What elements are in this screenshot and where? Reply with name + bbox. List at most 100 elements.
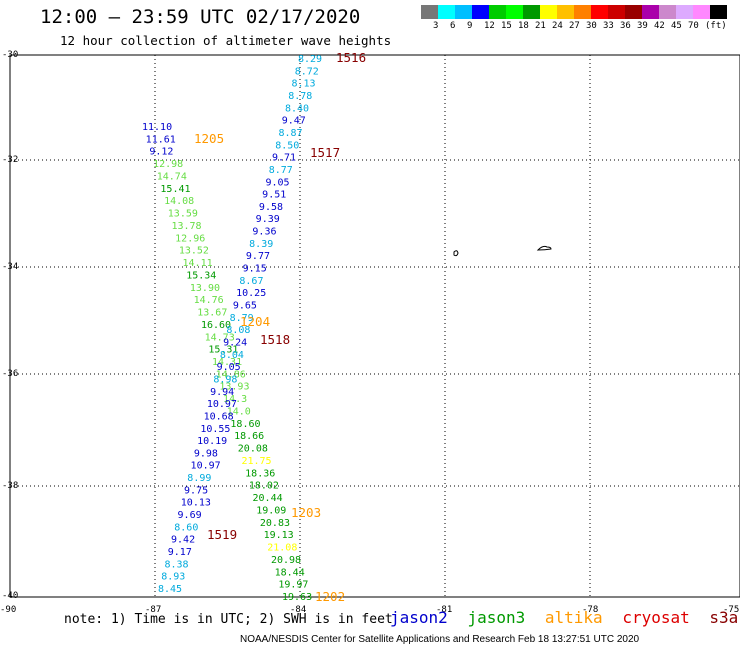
wave-height-label: 8.50 (275, 140, 299, 151)
wave-height-label: 10.13 (181, 498, 211, 509)
legend-swatch (489, 5, 506, 19)
wave-height-label: 8.87 (278, 128, 302, 139)
wave-height-label: 20.83 (260, 518, 290, 529)
legend-label: 30 (586, 21, 597, 31)
wave-height-label: 8.67 (239, 276, 263, 287)
wave-height-label: 8.13 (291, 79, 315, 90)
lon-label: -81 (436, 605, 453, 615)
legend-label: 45 (671, 21, 682, 31)
legend-label: 18 (518, 21, 529, 31)
wave-height-label: 10.25 (236, 288, 266, 299)
wave-height-label: 15.41 (160, 184, 190, 195)
wave-height-label: 8.99 (187, 473, 211, 484)
wave-height-label: 18.44 (275, 567, 305, 578)
legend-swatch (608, 5, 625, 19)
wave-height-label: 14.76 (194, 295, 224, 306)
wave-height-label: 14.3 (223, 394, 247, 405)
wave-height-label: 9.71 (272, 153, 296, 164)
legend-swatch (659, 5, 676, 19)
wave-height-label: 9.17 (168, 547, 192, 558)
footnote: note: 1) Time is in UTC; 2) SWH is in fe… (64, 612, 393, 627)
legend-label: 21 (535, 21, 546, 31)
wave-height-label: 13.67 (197, 308, 227, 319)
lon-label: -84 (290, 605, 307, 615)
wave-height-label: 10.19 (197, 436, 227, 447)
wave-height-label: 9.05 (265, 177, 289, 188)
lon-label: -75 (723, 605, 740, 615)
wave-height-label: 19.97 (278, 580, 308, 591)
wave-height-label: 9.47 (282, 116, 306, 127)
pass-time-label: 1518 (260, 332, 290, 347)
lon-label: -90 (0, 605, 17, 615)
wave-height-label: 9.75 (184, 485, 208, 496)
pass-time-label: 1204 (240, 314, 270, 329)
wave-height-label: 8.93 (161, 572, 185, 583)
wave-height-label: 9.51 (262, 190, 286, 201)
wave-height-label: 9.39 (256, 214, 280, 225)
legend-swatch (693, 5, 710, 19)
sat-cryosat-label: cryosat (622, 608, 690, 627)
wave-height-label: 13.78 (171, 221, 201, 232)
wave-height-label: 14.0 (227, 406, 251, 417)
sat-jason2-label: jason2 (390, 608, 448, 627)
wave-height-label: 8.77 (269, 165, 293, 176)
wave-height-label: 15.31 (208, 345, 238, 356)
page-subtitle: 12 hour collection of altimeter wave hei… (60, 33, 392, 48)
legend-swatch (506, 5, 523, 19)
wave-height-label: 14.86 (216, 369, 246, 380)
legend-swatch (642, 5, 659, 19)
sat-altika-label: altika (544, 608, 603, 627)
wave-height-label: 14.08 (164, 196, 194, 207)
wave-height-label: 12.96 (175, 233, 205, 244)
legend-label: 15 (501, 21, 512, 31)
sat-jason3-label: jason3 (467, 608, 526, 627)
wave-height-label: 9.24 (223, 337, 247, 348)
legend-label: 70 (688, 21, 699, 31)
wave-height-label: 8.29 (298, 54, 322, 65)
lat-label: -32 (2, 155, 19, 165)
wave-height-label: 19.09 (256, 505, 286, 516)
satellite-legend: jason2 jason3 altika cryosat s3a (390, 608, 740, 627)
color-legend-labels: 3 6 9 12 15 18 21 24 27 30 33 36 39 42 45 70 (ft) (421, 21, 740, 33)
wave-height-label: 8.98 (213, 374, 237, 385)
legend-label: 36 (620, 21, 631, 31)
wave-height-label: 14.74 (157, 171, 187, 182)
legend-label: 42 (654, 21, 665, 31)
wave-height-label: 13.93 (219, 382, 249, 393)
wave-height-label: 8.38 (165, 559, 189, 570)
map-frame (9, 54, 740, 598)
wave-height-label: 8.72 (295, 66, 319, 77)
wave-height-label: 9.42 (171, 535, 195, 546)
wave-height-label: 8.79 (230, 313, 254, 324)
wave-height-label: 13.59 (168, 209, 198, 220)
legend-label: 9 (467, 21, 473, 31)
pass-time-label: 1202 (315, 589, 345, 604)
wave-height-label: 14.31 (212, 357, 242, 368)
wave-height-label: 10.55 (200, 424, 230, 435)
wave-height-label: 21.08 (267, 543, 297, 554)
wave-height-label: 16.60 (201, 320, 231, 331)
wave-height-label: 9.05 (217, 362, 241, 373)
legend-label: 12 (484, 21, 495, 31)
wave-height-label: 9.36 (252, 227, 276, 238)
legend-swatch (421, 5, 438, 19)
wave-height-label: 14.73 (205, 332, 235, 343)
lat-label: -36 (2, 369, 19, 379)
legend-swatch (676, 5, 693, 19)
legend-label: 24 (552, 21, 563, 31)
wave-height-label: 8.04 (220, 350, 244, 361)
wave-height-label: 10.97 (207, 399, 237, 410)
wave-height-label: 8.08 (226, 325, 250, 336)
lat-label: -30 (2, 50, 19, 60)
wave-height-label: 10.97 (191, 461, 221, 472)
wave-height-label: 9.58 (259, 202, 283, 213)
wave-height-label: 9.94 (210, 387, 234, 398)
legend-label: 3 (433, 21, 439, 31)
legend-label: (ft) (705, 21, 727, 31)
legend-swatch (455, 5, 472, 19)
wave-height-label: 10.68 (204, 411, 234, 422)
lon-label: -78 (582, 605, 599, 615)
wave-height-label: 19.13 (264, 530, 294, 541)
island-outline (536, 245, 552, 251)
